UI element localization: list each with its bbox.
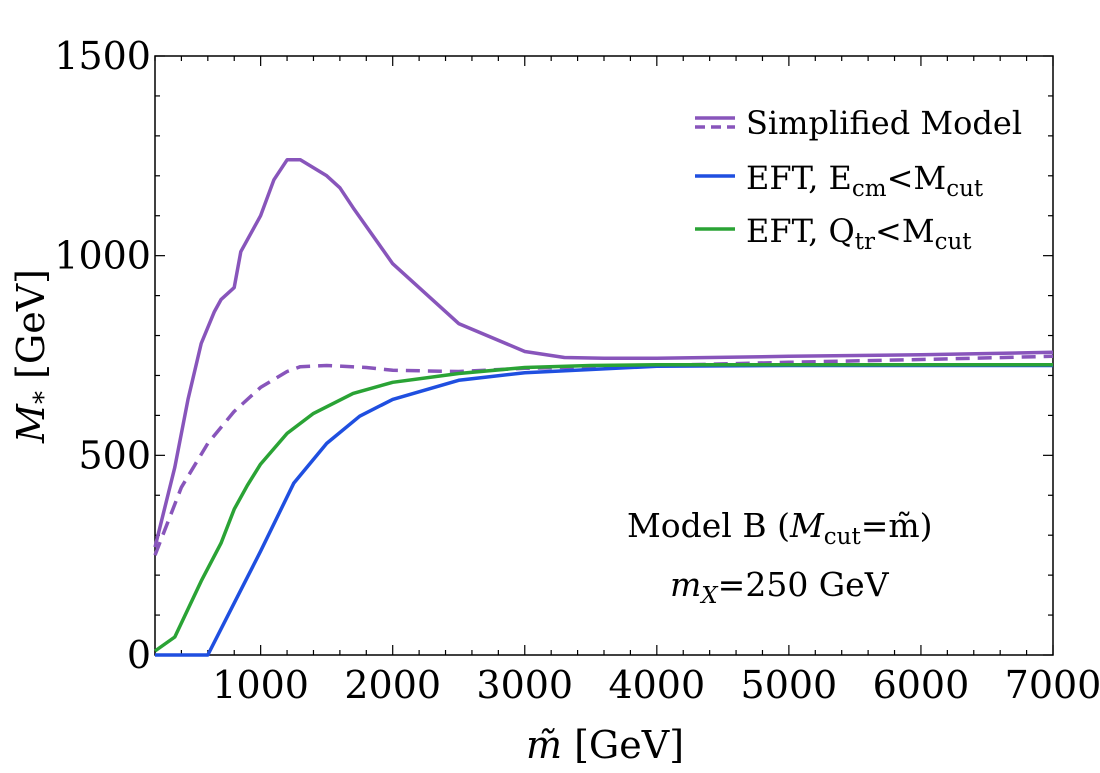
- annotation-model: Model B (Mcut=m̃): [627, 506, 933, 550]
- x-tick-label: 1000: [212, 663, 309, 707]
- legend: Simplified Model EFT, Ecm<Mcut EFT, Qtr<…: [695, 104, 1022, 255]
- ticks: [154, 55, 1054, 656]
- legend-eft-ecm-main: EFT, E: [746, 159, 852, 197]
- annotation-mass-m: m: [670, 565, 701, 604]
- series-line-eft-q-tr-m-cut: [153, 362, 1053, 653]
- y-tick-label: 1000: [54, 234, 151, 278]
- x-axis-title-symbol: m̃: [526, 723, 562, 767]
- legend-label-simplified: Simplified Model: [746, 104, 1022, 142]
- y-tick-label: 1500: [54, 34, 151, 78]
- y-tick-label: 500: [78, 433, 151, 477]
- y-axis-title: M* [GeV]: [9, 269, 59, 444]
- x-tick-label: 7000: [1005, 663, 1100, 707]
- annotation-model-m: M: [789, 506, 825, 545]
- x-axis-title-unit: [GeV]: [562, 723, 684, 767]
- legend-label-eft-qtr: EFT, Qtr<Mcut: [746, 212, 972, 255]
- x-tick-label: 3000: [476, 663, 573, 707]
- legend-eft-ecm-sub: cm: [852, 176, 887, 202]
- annotation-mass-sub: X: [699, 583, 719, 609]
- annotation-mass-value: =250 GeV: [718, 565, 890, 604]
- x-tick-label: 5000: [741, 663, 838, 707]
- tick-labels: 1000 2000 3000 4000 5000 6000 7000 0 500 1000 1500: [54, 34, 1100, 707]
- legend-eft-qtr-sub2: cut: [935, 229, 973, 255]
- x-axis-title: m̃ [GeV]: [526, 723, 684, 767]
- y-axis-title-unit: [GeV]: [9, 269, 53, 391]
- annotation-model-sub: cut: [824, 524, 862, 550]
- legend-eft-qtr-sub: tr: [855, 229, 875, 255]
- legend-label-eft-ecm: EFT, Ecm<Mcut: [746, 159, 984, 202]
- legend-eft-qtr-rel: <M: [875, 212, 935, 250]
- series-lines: [153, 158, 1054, 657]
- annotation-mass: mX=250 GeV: [670, 565, 890, 609]
- legend-eft-ecm-rel: <M: [887, 159, 947, 197]
- legend-eft-qtr-main: EFT, Q: [746, 212, 855, 250]
- y-axis-title-symbol: M: [9, 403, 53, 444]
- annotation-model-prefix: Model B (: [627, 506, 790, 545]
- series-line-simplified-model: [153, 158, 1054, 548]
- legend-eft-ecm-sub2: cut: [946, 176, 984, 202]
- annotation-model-eq: =m̃): [861, 506, 933, 545]
- y-tick-label: 0: [127, 633, 151, 677]
- y-axis-title-sub: *: [29, 391, 59, 404]
- x-tick-label: 2000: [344, 663, 441, 707]
- x-tick-label: 4000: [608, 663, 705, 707]
- x-tick-label: 6000: [873, 663, 970, 707]
